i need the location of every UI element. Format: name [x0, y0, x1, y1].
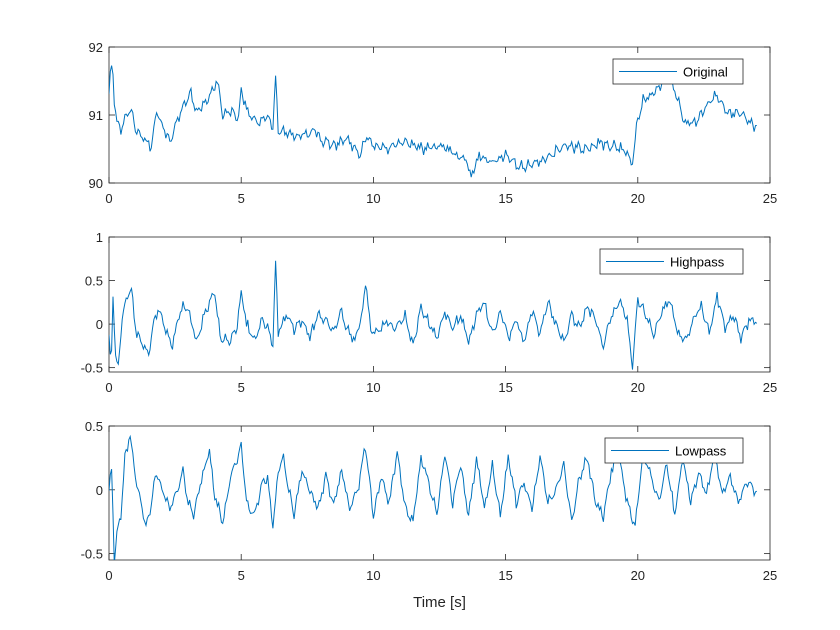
y-tick-label: -0.5	[81, 361, 103, 376]
x-tick-label: 0	[105, 568, 112, 583]
x-tick-label: 5	[238, 568, 245, 583]
highpass-legend-label: Highpass	[670, 255, 725, 270]
y-tick-label: 90	[89, 176, 103, 191]
lowpass-x-axis-label: Time [s]	[413, 594, 466, 611]
y-tick-label: 0.5	[85, 274, 103, 289]
x-tick-label: 15	[498, 380, 512, 395]
x-tick-label: 20	[631, 568, 645, 583]
y-tick-label: 1	[96, 230, 103, 245]
x-tick-label: 20	[631, 380, 645, 395]
x-tick-label: 5	[238, 380, 245, 395]
x-tick-label: 25	[763, 568, 777, 583]
x-tick-label: 15	[498, 191, 512, 206]
y-tick-label: -0.5	[81, 547, 103, 562]
x-tick-label: 20	[631, 191, 645, 206]
original-axes: 0 5 10 15 20 25 90 91 92 Original	[89, 40, 778, 206]
y-tick-label: 92	[89, 40, 103, 55]
x-tick-label: 25	[763, 380, 777, 395]
highpass-series-line	[109, 260, 758, 370]
lowpass-legend: Lowpass	[604, 437, 744, 464]
x-tick-label: 0	[105, 380, 112, 395]
lowpass-series-line	[109, 434, 758, 560]
x-tick-label: 10	[366, 191, 380, 206]
x-tick-label: 10	[366, 568, 380, 583]
highpass-legend: Highpass	[599, 248, 744, 275]
original-legend: Original	[612, 58, 744, 85]
x-tick-label: 5	[238, 191, 245, 206]
x-tick-label: 25	[763, 191, 777, 206]
lowpass-legend-label: Lowpass	[675, 444, 727, 459]
original-series-line	[109, 65, 757, 178]
y-tick-label: 0	[96, 317, 103, 332]
y-tick-label: 0.5	[85, 419, 103, 434]
x-tick-label: 15	[498, 568, 512, 583]
x-tick-label: 10	[366, 380, 380, 395]
y-tick-label: 0	[96, 483, 103, 498]
x-tick-label: 0	[105, 191, 112, 206]
y-tick-label: 91	[89, 108, 103, 123]
original-legend-label: Original	[683, 65, 728, 80]
